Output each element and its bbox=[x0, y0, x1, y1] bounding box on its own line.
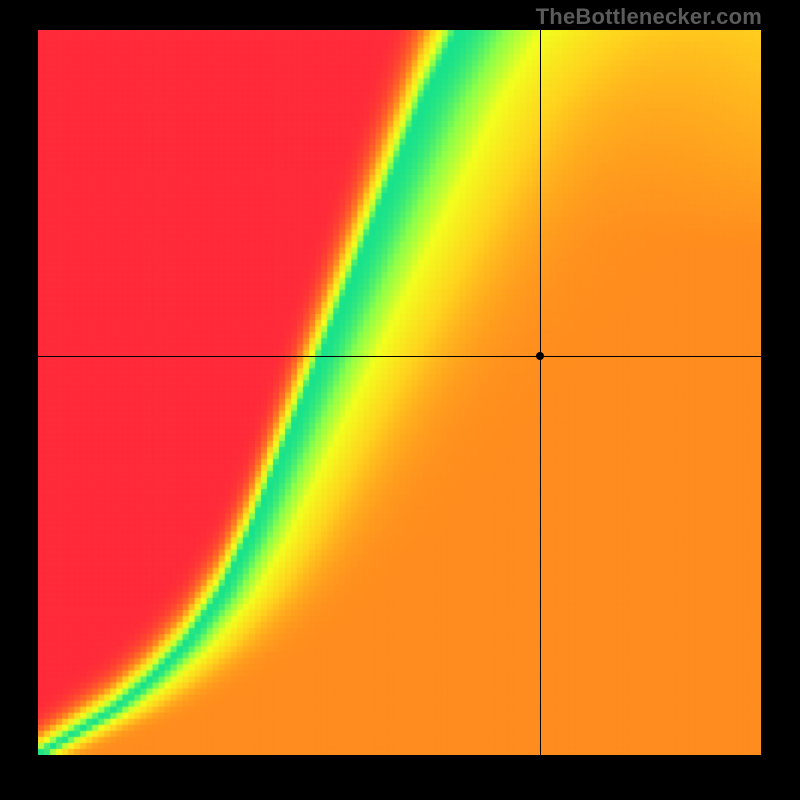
crosshair-horizontal bbox=[38, 356, 761, 357]
crosshair-dot bbox=[536, 352, 544, 360]
bottleneck-heatmap bbox=[38, 30, 761, 755]
watermark-text: TheBottlenecker.com bbox=[536, 4, 762, 30]
chart-container: TheBottlenecker.com bbox=[0, 0, 800, 800]
crosshair-vertical bbox=[540, 30, 541, 755]
